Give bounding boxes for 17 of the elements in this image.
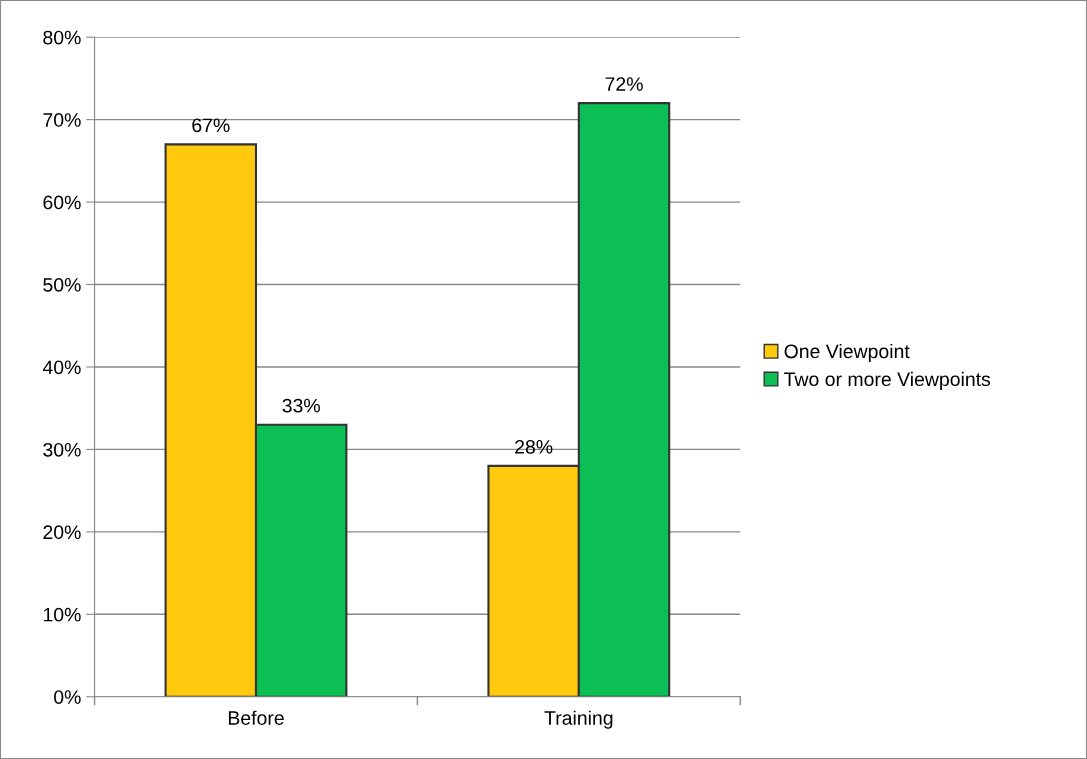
legend-label: Two or more Viewpoints bbox=[784, 371, 991, 390]
data-label: 33% bbox=[282, 398, 320, 413]
y-tick-label: 20% bbox=[43, 525, 81, 540]
data-label: 28% bbox=[515, 439, 553, 454]
data-label: 72% bbox=[605, 77, 643, 91]
y-tick-label: 70% bbox=[43, 113, 81, 127]
y-tick-label: 40% bbox=[42, 360, 81, 375]
data-label: 67% bbox=[192, 118, 230, 133]
x-tick-label: Before bbox=[228, 710, 284, 725]
y-tick-label: 80% bbox=[43, 30, 81, 45]
y-tick-label: 30% bbox=[43, 442, 81, 457]
y-tick-label: 60% bbox=[43, 195, 81, 210]
y-tick-label: 0% bbox=[54, 690, 81, 704]
y-tick-label: 10% bbox=[43, 607, 81, 622]
legend-label: One Viewpoint bbox=[784, 343, 910, 363]
x-tick-label: Training bbox=[544, 710, 613, 729]
y-tick-label: 50% bbox=[43, 278, 81, 292]
